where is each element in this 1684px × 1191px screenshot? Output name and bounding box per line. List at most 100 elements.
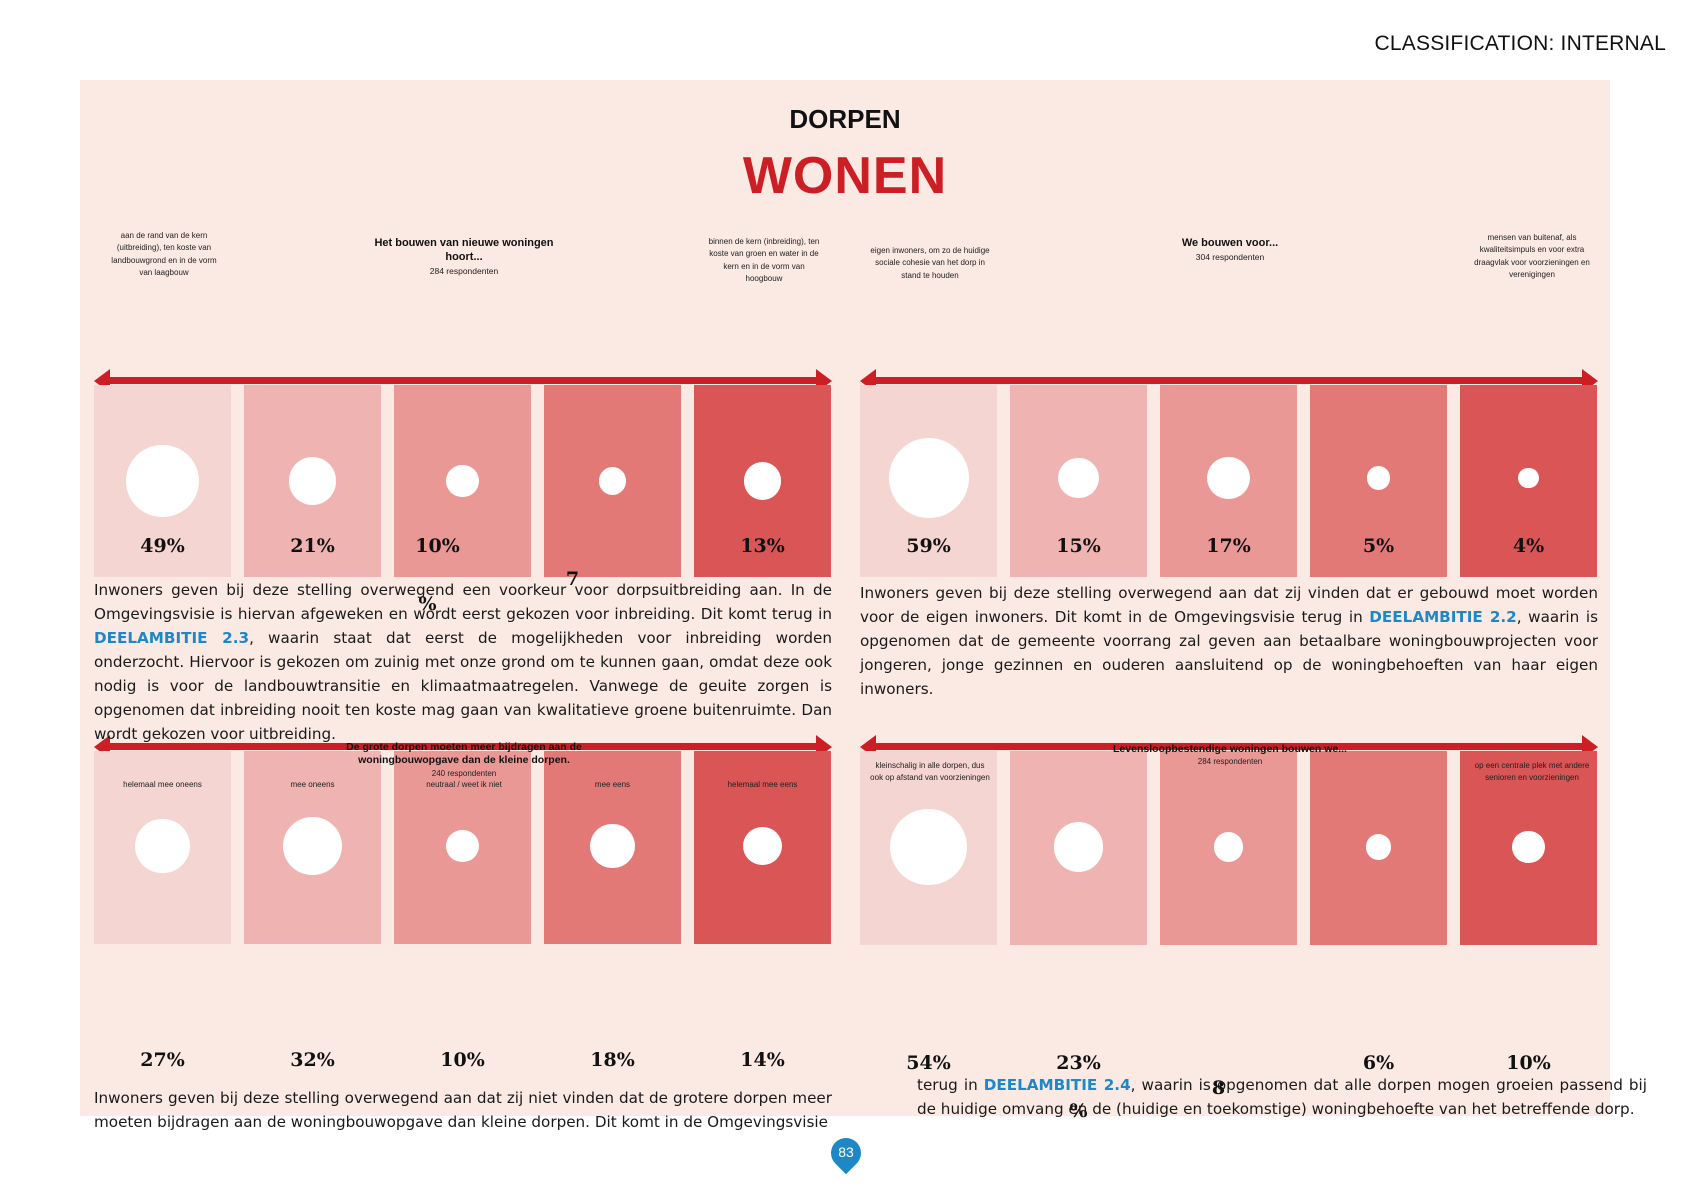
percentage-label: 10% bbox=[1506, 1052, 1551, 1074]
chart-columns: helemaal mee oneens mee oneens mee eens hel… bbox=[94, 751, 832, 944]
percentage-label: 59% bbox=[906, 535, 951, 557]
answer-column: mee eens bbox=[544, 751, 681, 944]
chart-levensloopbestendig: Levensloopbestendige woningen bouwen we.… bbox=[860, 734, 1598, 1134]
share-dot bbox=[1366, 466, 1391, 490]
percentage-label: 6% bbox=[1362, 1052, 1395, 1074]
share-dot bbox=[1365, 834, 1392, 860]
percentage-label: 4% bbox=[1512, 535, 1545, 557]
section-kicker: DORPEN bbox=[789, 104, 901, 134]
paragraph-deelambitie-2-4: terug in DEELAMBITIE 2.4, waarin is opge… bbox=[917, 1076, 1647, 1118]
chart-right-pole: mensen van buitenaf, als kwaliteitsimpul… bbox=[1474, 233, 1590, 280]
percentage-label: 23% bbox=[1056, 1052, 1101, 1074]
chart-bouwen-voor: eigen inwoners, om zo de huidige sociale… bbox=[860, 230, 1598, 630]
chart-title: Het bouwen van nieuwe woningen hoort... bbox=[374, 237, 554, 263]
chart-subtitle: 284 respondenten bbox=[1197, 757, 1263, 766]
share-dot bbox=[288, 457, 337, 505]
share-dot bbox=[743, 462, 782, 500]
answer-column bbox=[860, 751, 997, 945]
deelambitie-link[interactable]: DEELAMBITIE 2.4 bbox=[983, 1076, 1131, 1094]
percentage-label: 18% bbox=[590, 1049, 635, 1071]
deelambitie-link[interactable]: DEELAMBITIE 2.2 bbox=[1369, 608, 1517, 626]
chart-left-pole: aan de rand van de kern (uitbreiding), t… bbox=[111, 231, 217, 278]
paragraph-dorpsuitbreiding: Inwoners geven bij deze stelling overweg… bbox=[94, 581, 832, 743]
chart-grote-dorpen: helemaal mee oneens mee oneens mee eens hel… bbox=[94, 734, 832, 1134]
chart-subtitle: 284 respondenten bbox=[429, 266, 499, 276]
share-dot bbox=[1058, 457, 1099, 499]
percentage-label: 10% bbox=[440, 1049, 485, 1071]
chart-columns bbox=[860, 385, 1598, 577]
answer-column bbox=[1160, 751, 1297, 945]
percentage-label: 17% bbox=[1206, 535, 1251, 557]
share-dot bbox=[598, 467, 627, 495]
chart-subtitle: 304 respondenten bbox=[1195, 252, 1265, 262]
paragraph-eigen-inwoners: Inwoners geven bij deze stelling overweg… bbox=[860, 584, 1598, 698]
answer-column bbox=[1160, 385, 1297, 577]
answer-column bbox=[1010, 751, 1147, 945]
answer-label: helemaal mee eens bbox=[727, 780, 798, 789]
percentage-label: 54% bbox=[906, 1052, 951, 1074]
percentage-label: 10% bbox=[415, 535, 460, 557]
answer-column: helemaal mee oneens bbox=[94, 751, 231, 944]
percentage-label: 5% bbox=[1362, 535, 1395, 557]
share-dot bbox=[135, 818, 190, 874]
share-dot bbox=[126, 444, 199, 518]
share-dot bbox=[1053, 822, 1104, 872]
answer-label: helemaal mee oneens bbox=[123, 780, 202, 789]
percentage-label: 27% bbox=[140, 1049, 185, 1071]
answer-column bbox=[1310, 385, 1447, 577]
chart-columns bbox=[94, 385, 832, 577]
answer-column bbox=[1010, 385, 1147, 577]
answer-column bbox=[694, 385, 831, 577]
share-dot bbox=[283, 816, 342, 876]
percentage-label-suffix: % bbox=[1069, 1100, 1088, 1122]
percentage-label: 49% bbox=[140, 535, 185, 557]
chart-bouwen-locatie: aan de rand van de kern (uitbreiding), t… bbox=[94, 230, 832, 630]
percentage-label: 21% bbox=[290, 535, 335, 557]
share-dot bbox=[446, 829, 479, 863]
content-panel: DORPEN WONEN aan de rand van de kern (ui… bbox=[80, 80, 1610, 1131]
share-dot bbox=[890, 808, 967, 886]
classification-label: CLASSIFICATION: INTERNAL bbox=[1374, 32, 1666, 55]
chart-subtitle: 240 respondenten bbox=[431, 769, 497, 778]
answer-column bbox=[1460, 751, 1597, 945]
section-title: WONEN bbox=[742, 147, 948, 205]
share-dot bbox=[743, 826, 782, 866]
percentage-label: 14% bbox=[740, 1049, 785, 1071]
chart-subtitle-neutral: neutraal / weet ik niet bbox=[426, 780, 502, 789]
deelambitie-link[interactable]: DEELAMBITIE 2.3 bbox=[94, 629, 250, 647]
percentage-label: 15% bbox=[1056, 535, 1101, 557]
answer-column bbox=[544, 385, 681, 577]
chart-title: Levensloopbestendige woningen bouwen we.… bbox=[1113, 743, 1347, 755]
percentage-label-suffix: % bbox=[418, 593, 437, 615]
answer-column bbox=[394, 751, 531, 944]
share-dot bbox=[590, 823, 635, 869]
share-dot bbox=[1518, 467, 1539, 489]
chart-title: De grote dorpen moeten meer bijdragen aa… bbox=[346, 741, 582, 767]
share-dot bbox=[1213, 832, 1244, 862]
chart-right-pole: binnen de kern (inbreiding), ten koste v… bbox=[708, 237, 820, 284]
chart-left-pole: kleinschalig in alle dorpen, dus ook op … bbox=[870, 761, 990, 783]
share-dot bbox=[1512, 830, 1545, 864]
answer-label: mee eens bbox=[594, 780, 631, 789]
answer-column bbox=[1310, 751, 1447, 945]
chart-columns bbox=[860, 751, 1598, 945]
answer-column bbox=[394, 385, 531, 577]
chart-left-pole: eigen inwoners, om zo de huidige sociale… bbox=[870, 246, 990, 280]
answer-column bbox=[94, 385, 231, 577]
percentage-label: 13% bbox=[740, 535, 785, 557]
page-number: 83 bbox=[838, 1144, 854, 1160]
answer-column: helemaal mee eens bbox=[694, 751, 831, 944]
share-dot bbox=[446, 464, 479, 498]
answer-column bbox=[244, 385, 381, 577]
answer-label: mee oneens bbox=[290, 780, 335, 789]
percentage-label: 32% bbox=[290, 1049, 335, 1071]
answer-column: mee oneens bbox=[244, 751, 381, 944]
chart-title: We bouwen voor... bbox=[1181, 237, 1279, 249]
percentage-label: 8 bbox=[1211, 1077, 1226, 1099]
percentage-label: 7 bbox=[565, 568, 580, 590]
share-dot bbox=[1207, 456, 1250, 500]
share-dot bbox=[888, 438, 969, 518]
chart-right-pole: op een centrale plek met andere senioren… bbox=[1474, 761, 1590, 783]
answer-column bbox=[1460, 385, 1597, 577]
paragraph-grote-dorpen: Inwoners geven bij deze stelling overweg… bbox=[94, 1089, 832, 1131]
